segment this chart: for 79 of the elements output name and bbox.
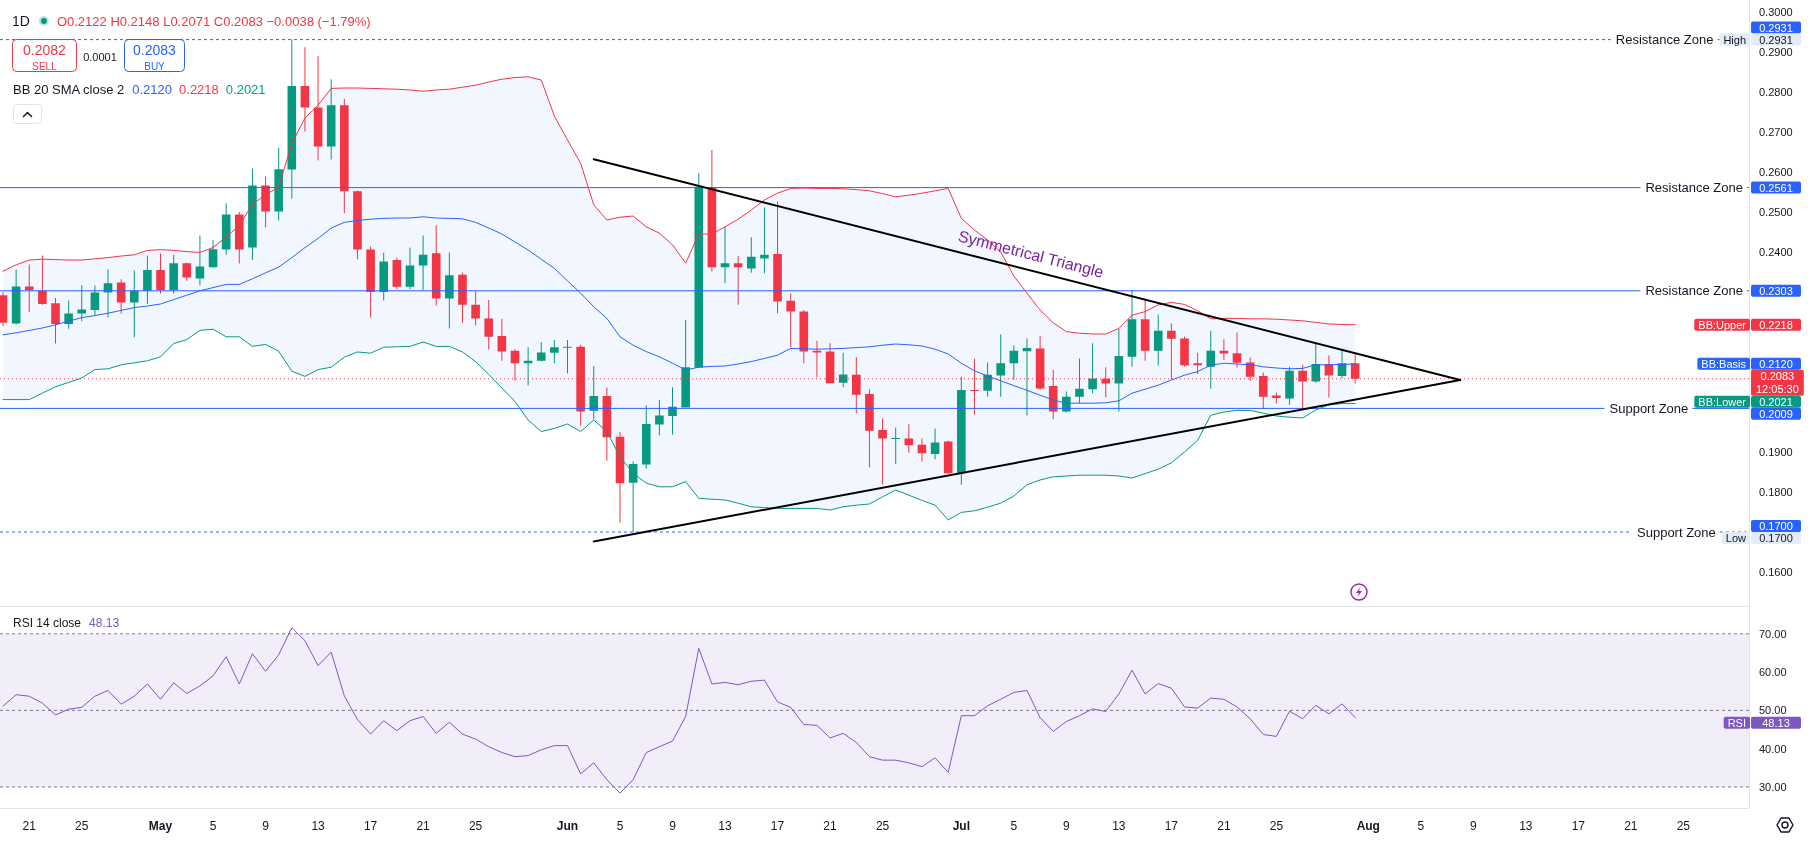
text: 0.2931 (1759, 21, 1793, 34)
text: 0.2009 (1759, 407, 1793, 420)
text: O0.2122 H0.2148 L0.2071 C0.2083 −0.0038 (−1.79%) (56, 13, 371, 29)
ref-line-label: Resistance Zone (1615, 32, 1714, 48)
text: 0.1700 (1759, 532, 1793, 544)
annotation: High (1723, 33, 1746, 46)
annotation: 0.2021 (225, 81, 266, 97)
x-tick-label: 17 (1571, 819, 1586, 833)
x-tick-label: 9 (669, 819, 677, 833)
text: 0.1700 (1759, 520, 1793, 532)
ref-line-label: Resistance Zone (1645, 180, 1743, 196)
y-tick-label: 0.2900 (1759, 46, 1793, 58)
x-tick-label: Jun (556, 819, 579, 833)
x-tick-label: 13 (311, 819, 326, 833)
y-tick-label: 60.00 (1759, 666, 1787, 679)
annotation: 0.2083 (133, 42, 177, 58)
x-tick-label: 9 (1469, 819, 1477, 833)
x-tick-label: May (148, 819, 173, 833)
x-tick-label: 5 (616, 819, 624, 833)
y-tick-label: 0.2800 (1759, 86, 1793, 98)
x-tick-label: 9 (262, 819, 270, 833)
ref-line-label: Resistance Zone (1645, 283, 1743, 299)
y-tick-label: 0.2500 (1759, 206, 1793, 218)
ref-line-label: Support Zone (1637, 524, 1716, 540)
x-tick-label: 25 (875, 819, 890, 833)
x-tick-label: 5 (1010, 819, 1018, 833)
x-tick-label: 21 (22, 819, 37, 833)
text: 12:05:30 (1756, 382, 1799, 395)
x-tick-label: 9 (1063, 819, 1071, 833)
x-tick-label: 21 (1217, 819, 1231, 833)
x-tick-label: 5 (209, 819, 217, 833)
text: 0.2021 (1759, 395, 1793, 408)
x-tick-label: 25 (1269, 819, 1284, 833)
x-tick-label: 25 (75, 819, 89, 833)
text: 48.13 (1762, 716, 1790, 729)
annotation: 0.2082 (23, 42, 67, 58)
annotation: 0.0001 (83, 51, 117, 63)
x-tick-label: 17 (363, 819, 378, 833)
x-tick-label: 13 (718, 819, 733, 833)
y-tick-label: 0.1800 (1759, 486, 1793, 498)
x-tick-label: Aug (1356, 819, 1380, 833)
x-tick-label: 5 (1417, 819, 1425, 833)
annotation: Low (1725, 532, 1747, 544)
y-tick-label: 30.00 (1759, 780, 1787, 793)
annotation: SELL (32, 60, 58, 72)
x-tick-label: 25 (468, 819, 483, 833)
annotation: BUY (144, 60, 166, 72)
ref-line-label: Support Zone (1609, 400, 1689, 416)
annotation: 0.2120 (132, 81, 173, 97)
text: 0.2218 (1759, 318, 1793, 331)
x-tick-label: 21 (1624, 819, 1638, 833)
x-tick-label: 21 (416, 819, 431, 833)
y-tick-label: 0.2700 (1759, 126, 1793, 138)
y-tick-label: 0.2400 (1759, 246, 1793, 258)
x-tick-label: 17 (770, 819, 785, 833)
legend-title: BB 20 SMA close 2 (13, 81, 125, 97)
y-tick-label: 40.00 (1759, 742, 1787, 755)
x-tick-label: 21 (823, 819, 838, 833)
x-tick-label: 17 (1164, 819, 1179, 833)
annotation: 48.13 (89, 616, 120, 630)
text: 0.2931 (1759, 33, 1793, 46)
annotation: 0.2218 (179, 81, 219, 97)
legend-title: RSI 14 close (13, 616, 82, 630)
text: 0.2561 (1759, 181, 1793, 194)
x-tick-label: 13 (1112, 819, 1126, 833)
text: 1D (12, 13, 30, 29)
y-tick-label: 0.1900 (1759, 446, 1793, 458)
y-tick-label: 0.3000 (1759, 6, 1793, 18)
y-tick-label: 0.2600 (1759, 166, 1793, 178)
text: 0.2083 (1760, 369, 1795, 382)
y-tick-label: 0.1600 (1759, 566, 1793, 578)
y-tick-label: 50.00 (1759, 704, 1787, 717)
x-tick-label: Jul (952, 819, 970, 833)
text: 0.2303 (1759, 284, 1793, 297)
legend-label: RSI (1727, 716, 1746, 729)
y-tick-label: 70.00 (1759, 627, 1787, 640)
text: 0.2120 (1759, 357, 1793, 370)
x-tick-label: 25 (1676, 819, 1691, 833)
x-tick-label: 13 (1519, 819, 1533, 833)
